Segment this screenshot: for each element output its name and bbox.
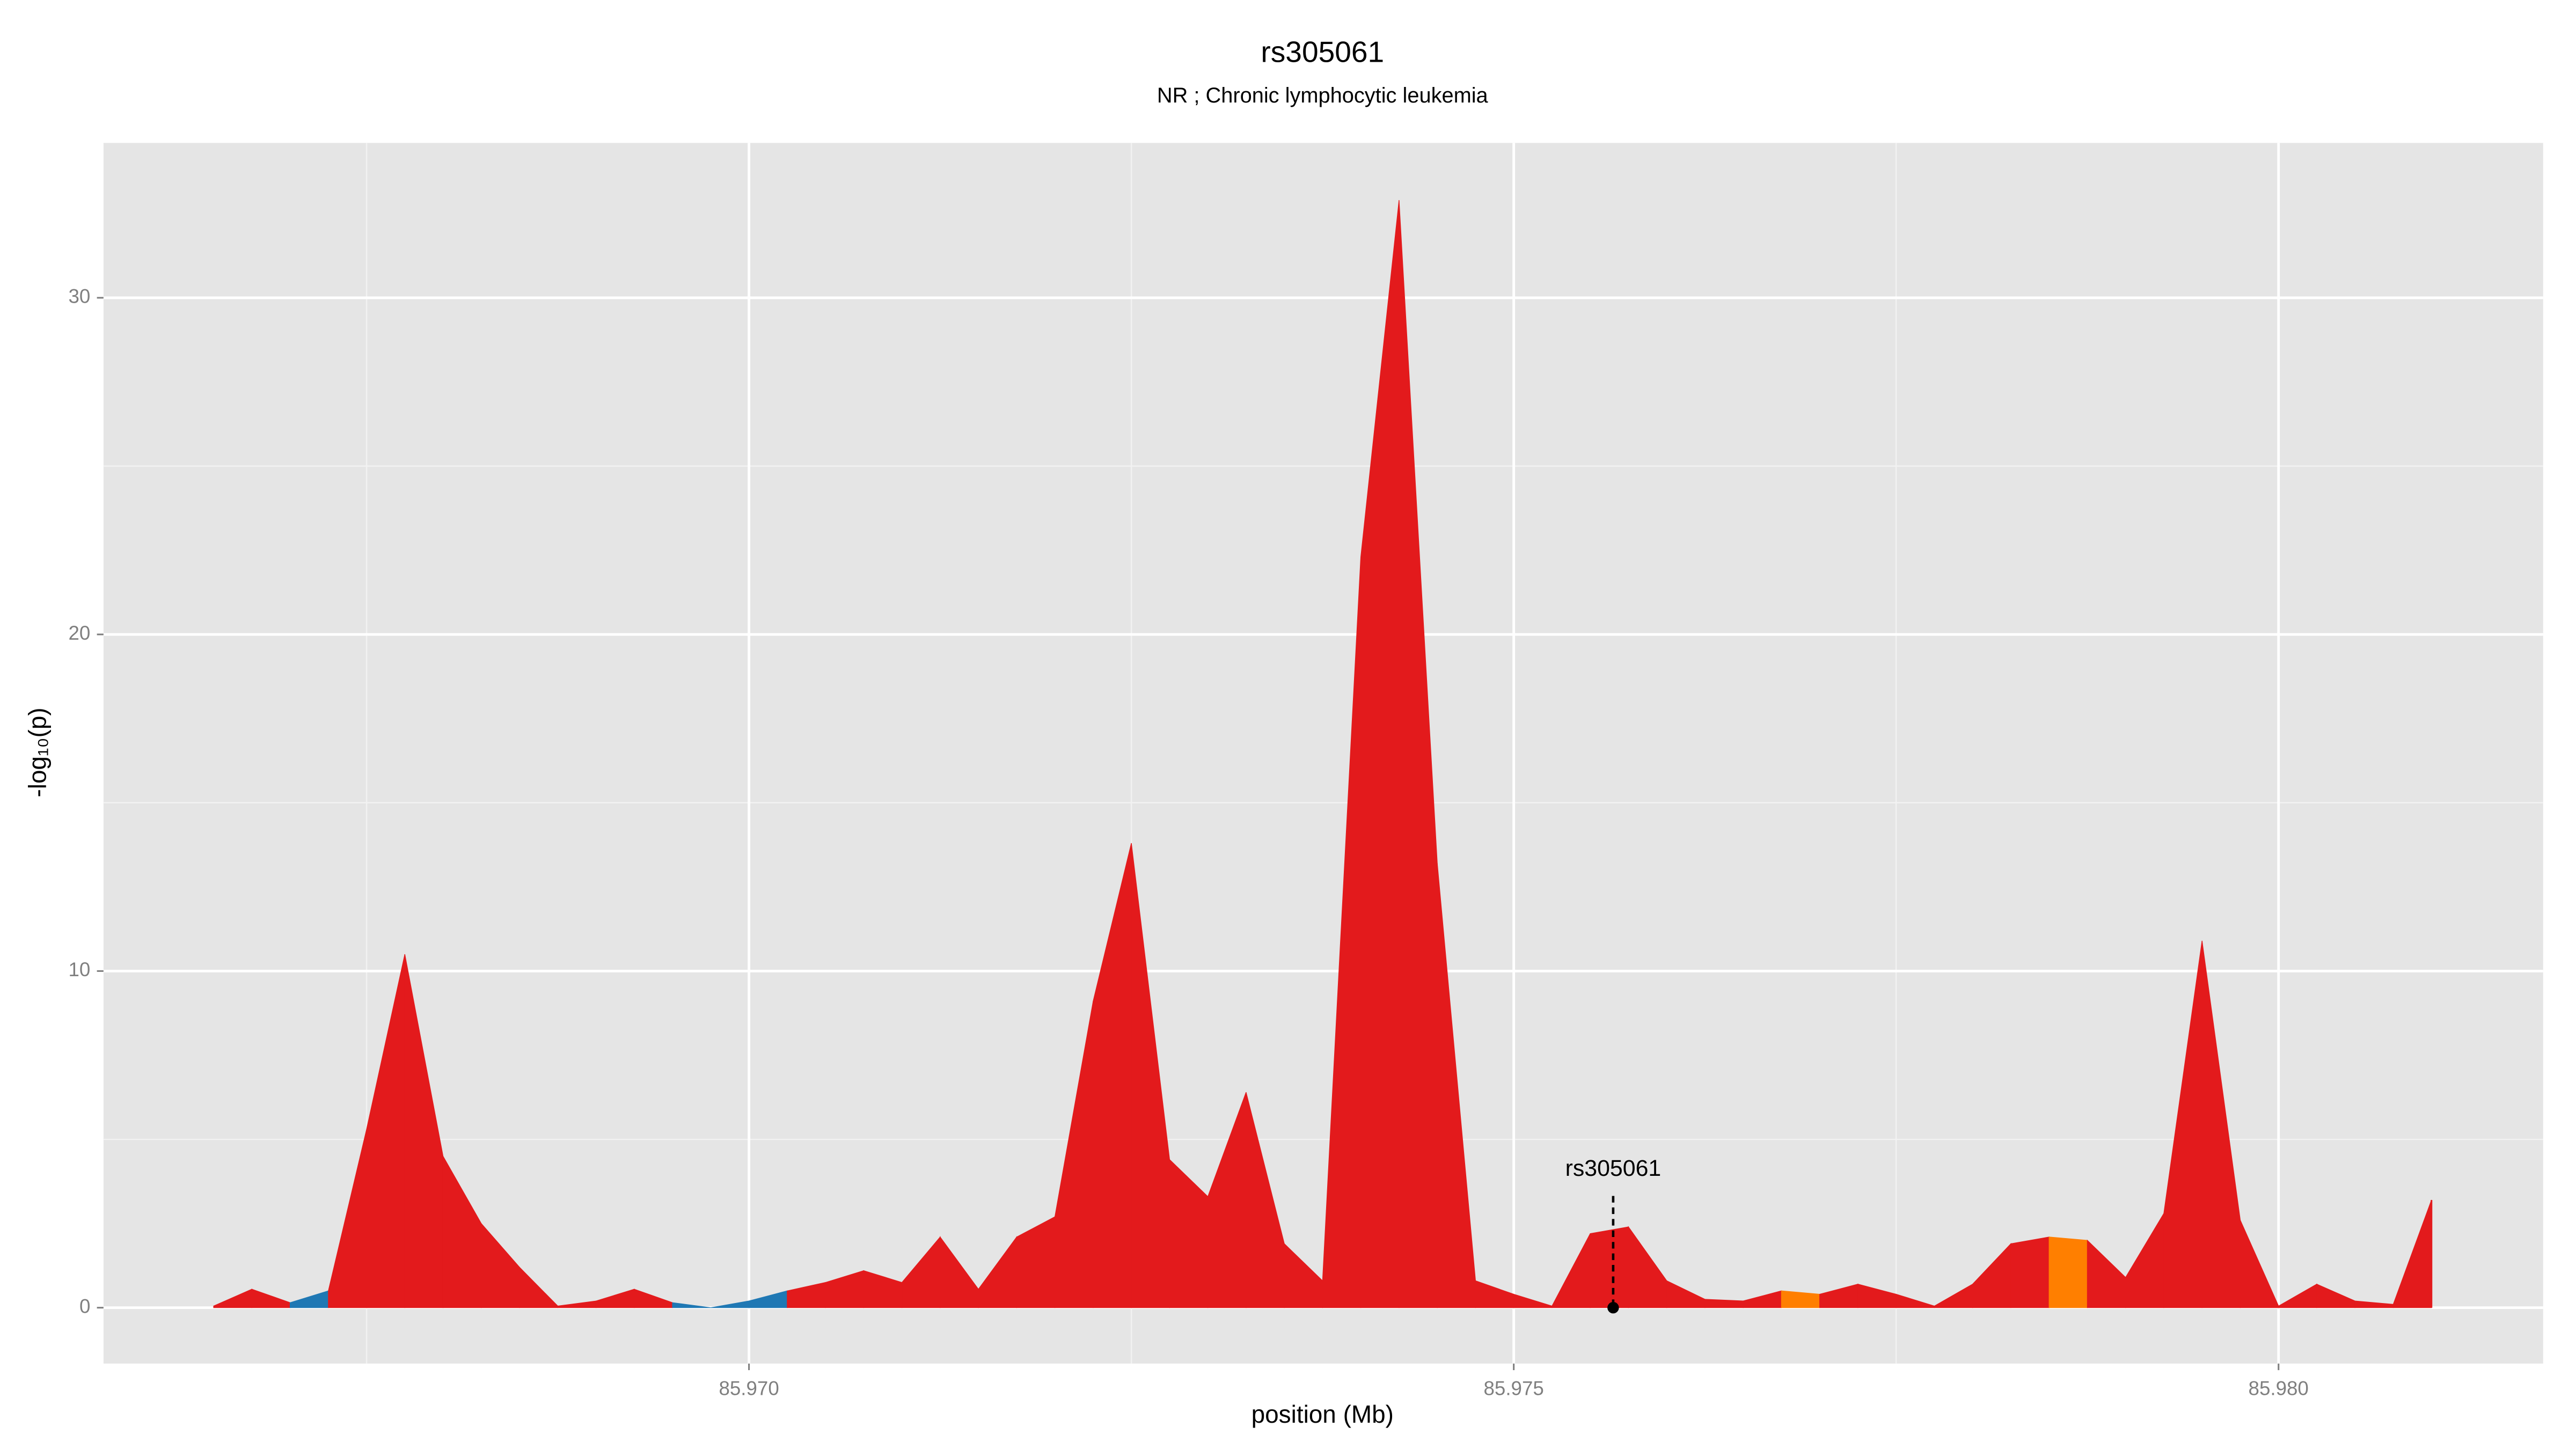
grid [103,143,2543,1364]
y-tick-label: 20 [69,622,91,644]
area-segment [1590,1226,1629,1308]
annotation-label: rs305061 [1565,1155,1662,1181]
y-axis-label: -log₁₀(p) [24,707,52,797]
chart-title: rs305061 [1261,35,1384,69]
x-axis-label: position (Mb) [1252,1400,1394,1428]
area-segment [1704,1299,1744,1308]
area-segment [2010,1236,2050,1308]
y-tick-label: 0 [79,1295,90,1317]
x-tick-label: 85.980 [2249,1377,2309,1399]
y-tick-label: 10 [69,958,91,980]
area-segment [2048,1236,2088,1308]
x-tick-label: 85.975 [1483,1377,1543,1399]
x-tick-label: 85.970 [719,1377,779,1399]
annotation-point [1607,1301,1619,1314]
area-segment [672,1302,711,1308]
chart-subtitle: NR ; Chronic lymphocytic leukemia [1157,84,1489,107]
y-tick-label: 30 [69,286,91,308]
marks: rs305061 [213,200,2433,1314]
plot-panel [103,143,2543,1364]
